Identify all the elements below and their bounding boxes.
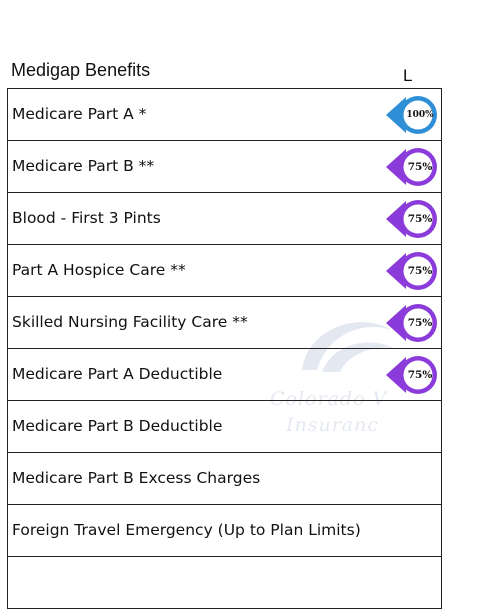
table-row: Medicare Part B Deductible bbox=[8, 401, 441, 453]
coverage-value: 75% bbox=[407, 317, 433, 329]
benefit-label: Medicare Part A Deductible bbox=[12, 365, 223, 383]
benefit-label: Blood - First 3 Pints bbox=[12, 209, 161, 227]
coverage-pin-icon bbox=[386, 356, 437, 394]
table-row: Skilled Nursing Facility Care ** 75% bbox=[8, 297, 441, 349]
coverage-pin-icon bbox=[386, 304, 437, 342]
coverage-pin-icon bbox=[386, 96, 437, 134]
coverage-badge: 75% bbox=[384, 249, 438, 293]
table-row: Medicare Part A Deductible 75% bbox=[8, 349, 441, 401]
coverage-pin-icon bbox=[386, 200, 437, 238]
benefit-label: Skilled Nursing Facility Care ** bbox=[12, 313, 248, 331]
plan-column-header: L bbox=[403, 66, 413, 85]
coverage-pin-icon bbox=[386, 252, 437, 290]
benefit-label: Medicare Part B Deductible bbox=[12, 417, 223, 435]
coverage-badge: 75% bbox=[384, 353, 438, 397]
coverage-value: 100% bbox=[406, 110, 434, 120]
coverage-value: 75% bbox=[407, 213, 433, 225]
coverage-badge: 100% bbox=[384, 93, 438, 137]
table-row: Medicare Part B ** 75% bbox=[8, 141, 441, 193]
benefit-label: Medicare Part A * bbox=[12, 105, 147, 123]
coverage-pin-icon bbox=[386, 148, 437, 186]
page-title: Medigap Benefits bbox=[11, 60, 151, 80]
benefits-table: Medicare Part A * 100% Medicare Part B *… bbox=[7, 88, 442, 609]
coverage-value: 75% bbox=[407, 161, 433, 173]
table-row: Foreign Travel Emergency (Up to Plan Lim… bbox=[8, 505, 441, 557]
coverage-badge: 75% bbox=[384, 301, 438, 345]
coverage-value: 75% bbox=[407, 265, 433, 277]
coverage-badge: 75% bbox=[384, 145, 438, 189]
benefit-label: Medicare Part B ** bbox=[12, 157, 155, 175]
table-row bbox=[8, 557, 441, 609]
benefit-label: Part A Hospice Care ** bbox=[12, 261, 186, 279]
table-row: Blood - First 3 Pints 75% bbox=[8, 193, 441, 245]
table-row: Part A Hospice Care ** 75% bbox=[8, 245, 441, 297]
benefit-label: Foreign Travel Emergency (Up to Plan Lim… bbox=[12, 521, 361, 539]
coverage-badge: 75% bbox=[384, 197, 438, 241]
benefit-label: Medicare Part B Excess Charges bbox=[12, 469, 261, 487]
table-row: Medicare Part B Excess Charges bbox=[8, 453, 441, 505]
table-row: Medicare Part A * 100% bbox=[8, 89, 441, 141]
coverage-value: 75% bbox=[407, 369, 433, 381]
